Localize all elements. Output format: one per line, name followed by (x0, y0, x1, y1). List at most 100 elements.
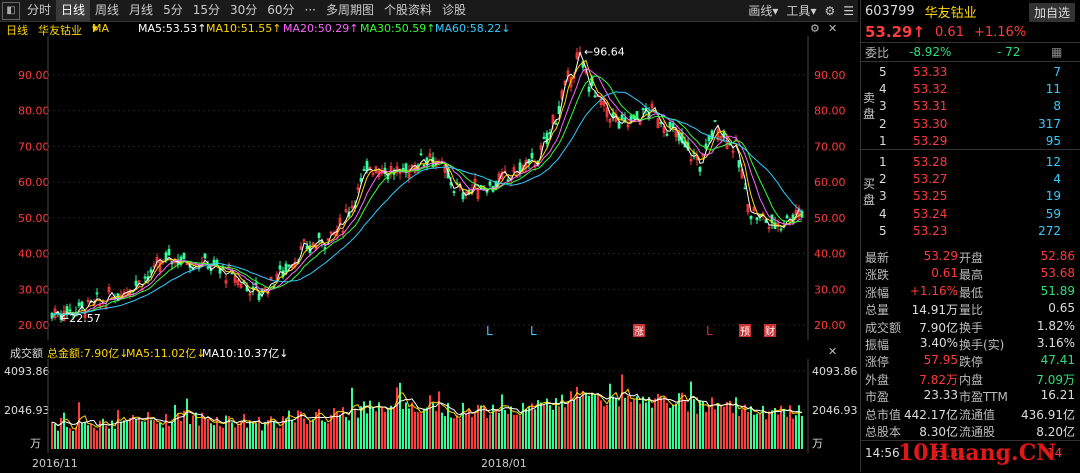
order-book-row[interactable]: 1 53.29 95 (877, 133, 1080, 150)
stat-label: 换手(实) (959, 337, 1005, 352)
draw-line-button[interactable]: 画线▾ (748, 2, 778, 19)
level: 1 (879, 133, 887, 148)
more-menu[interactable]: ··· (304, 3, 316, 17)
list-icon[interactable]: ☰ (843, 3, 854, 18)
weibi-diff: - 72 (997, 45, 1021, 59)
tab-period[interactable]: 月线 (129, 3, 154, 17)
diagnose-button[interactable]: 诊股 (442, 3, 467, 17)
back-icon[interactable]: ◧ (2, 1, 20, 20)
order-book-row[interactable]: 2 53.27 4 (877, 171, 1080, 188)
close-icon[interactable]: ✕ (828, 22, 838, 35)
tab-period[interactable]: 分时 (27, 3, 52, 17)
level-volume: 8 (1053, 99, 1061, 114)
volume-total: 总金额:7.90亿↓ (47, 347, 129, 360)
kline-chart[interactable]: 日线 华友钴业 MA ▾ MA5:53.53↑ MA10:51.55↑ MA20… (0, 22, 858, 344)
chevron-down-icon: ▾ (810, 4, 817, 18)
tab-period[interactable]: 周线 (95, 3, 120, 17)
stat-label: 最新 (865, 251, 890, 265)
ma-selector[interactable]: MA ▾ (92, 22, 110, 35)
order-book-row[interactable]: 3 53.31 8 (877, 98, 1080, 115)
stat-row: 总市值 442.17亿 流通值 436.91亿 (861, 405, 1080, 422)
y-tick-left: 30.00 (18, 283, 50, 296)
stat-row: 成交额 7.90亿 换手 1.82% (861, 318, 1080, 335)
vol-tick-right: 2046.93 (812, 404, 858, 417)
price-row: 53.29↑ 0.61 +1.16% (861, 22, 1080, 42)
stock-info-button[interactable]: 个股资料 (384, 3, 433, 17)
event-marker[interactable]: L (530, 324, 537, 338)
tools-button[interactable]: 工具▾ (786, 2, 816, 19)
close-icon[interactable]: ✕ (828, 345, 838, 358)
multi-period-button[interactable]: 多周期图 (326, 3, 375, 17)
sell-label-text: 卖盘 (862, 91, 875, 121)
event-marker-box[interactable] (739, 324, 751, 337)
event-marker[interactable]: L (486, 324, 493, 338)
stat-label: 最低 (959, 285, 984, 300)
tick-time: 14:56 (865, 446, 900, 460)
x-label: 2016/11 (32, 457, 78, 470)
stats-table: 最新 53.29 开盘 52.86 涨跌 0.61 最高 53.68 涨幅 +1.16% 最低 51.… (861, 248, 1080, 439)
event-marker[interactable]: 预 (740, 326, 750, 338)
level: 3 (879, 99, 887, 114)
order-book-row[interactable]: 5 53.23 272 (877, 223, 1080, 240)
order-book-row[interactable]: 1 53.28 12 (877, 154, 1080, 171)
event-marker[interactable]: L (706, 324, 713, 338)
add-watchlist-button[interactable]: 加自选 (1028, 3, 1075, 22)
tab-period[interactable]: 5分 (163, 3, 183, 17)
grid-icon[interactable]: ▦ (1051, 45, 1063, 59)
level-volume: 19 (1045, 189, 1061, 204)
tab-period[interactable]: 15分 (192, 3, 220, 17)
volume-ma5: MA5:11.02亿↓ (126, 347, 206, 360)
buy-label-text: 买盘 (862, 177, 875, 207)
stat-value: 47.41 (1040, 353, 1075, 368)
order-book-row[interactable]: 4 53.24 59 (877, 206, 1080, 223)
order-book-row[interactable]: 5 53.33 7 (877, 64, 1080, 81)
weibi-label: 委比 (865, 45, 890, 60)
tab-period[interactable]: 日线 (56, 0, 91, 21)
stat-value: 3.40% (919, 335, 958, 350)
stat-value: 53.68 (1040, 266, 1075, 281)
tick-row: 14:56 53.31 14 (861, 440, 1080, 473)
y-tick-right: 90.00 (814, 69, 846, 82)
settings-icon[interactable]: ⚙ (824, 3, 836, 18)
stock-code: 603799 (865, 3, 915, 19)
stock-header: 603799 华友钴业 加自选 (861, 0, 1080, 22)
ma10-value: MA10:51.55↑ (206, 22, 282, 35)
chevron-down-icon: ▾ (772, 4, 779, 18)
stat-label: 总股本 (865, 424, 902, 439)
stat-label: 总市值 (865, 407, 902, 422)
order-book-row[interactable]: 2 53.30 317 (877, 116, 1080, 133)
y-tick-right: 70.00 (814, 140, 846, 153)
order-book-row[interactable]: 4 53.32 11 (877, 81, 1080, 98)
stat-row: 总量 14.91万 量比 0.65 (861, 300, 1080, 317)
tab-period[interactable]: 30分 (229, 3, 258, 17)
weibi-row: 委比 -8.92% - 72 ▦ (861, 42, 1080, 62)
level-volume: 95 (1045, 133, 1061, 148)
high-label: ←96.64 (584, 45, 625, 58)
event-marker-box[interactable] (764, 324, 776, 337)
stat-row: 市盈 23.33 市盈TTM 16.21 (861, 387, 1080, 404)
level-volume: 12 (1045, 155, 1061, 169)
stat-label: 量比 (959, 303, 984, 318)
volume-plot: 4093.86 4093.86 2046.93 2046.93 万 万 (4, 359, 858, 453)
y-tick-left: 50.00 (18, 212, 50, 225)
level-price: 53.32 (913, 82, 948, 97)
stat-label: 流通值 (959, 407, 996, 422)
settings-icon[interactable]: ⚙ (810, 22, 820, 35)
y-tick-right: 20.00 (814, 319, 846, 332)
event-marker-box[interactable] (633, 324, 645, 337)
stat-row: 外盘 7.82万 内盘 7.09万 (861, 370, 1080, 387)
stat-value: 51.89 (1040, 283, 1075, 298)
order-book-row[interactable]: 3 53.25 19 (877, 188, 1080, 205)
event-marker[interactable]: 财 (765, 325, 775, 338)
draw-line-label: 画线 (748, 4, 773, 18)
y-tick-left: 70.00 (18, 140, 50, 153)
ma20-value: MA20:50.29↑ (283, 22, 359, 35)
tab-period[interactable]: 60分 (267, 3, 295, 17)
event-marker[interactable]: 涨 (634, 326, 644, 338)
y-tick-left: 90.00 (18, 69, 50, 82)
volume-chart[interactable]: 成交额 总金额:7.90亿↓ MA5:11.02亿↓ MA10:10.37亿↓ … (0, 345, 858, 455)
stat-value: 8.20亿 (1036, 424, 1075, 439)
weibi-pct: -8.92% (909, 45, 952, 59)
stat-label: 市盈TTM (959, 390, 1008, 405)
period-toolbar: ◧ 分时 日线 周线 月线 5分 15分 30分 60分 ··· 多周期图 个股资料 诊股 画… (0, 0, 858, 22)
